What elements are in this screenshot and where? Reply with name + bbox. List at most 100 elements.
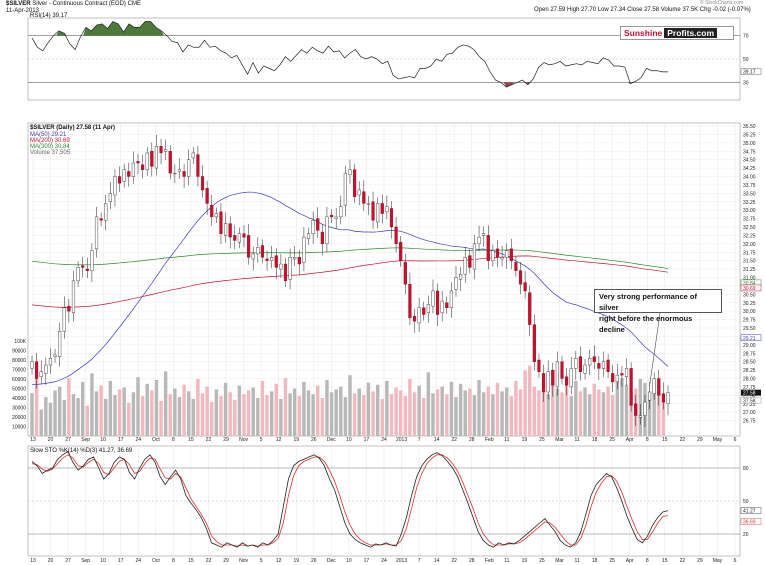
candle-body [279,263,283,270]
candle-body [606,359,610,372]
volume-bar [122,387,126,436]
candle-body [399,241,403,261]
volume-bar [481,392,486,436]
x-tick-label: Nov [239,437,248,443]
candle-body [67,305,71,312]
volume-bar [242,394,246,436]
volume-bar [237,385,242,436]
x-tick-label-bottom: 24 [381,558,387,564]
x-tick-label-bottom: 25 [539,558,545,564]
candle-body [35,361,39,379]
x-tick-label-bottom: 8 [646,558,649,564]
volume-tick-label: 10000 [12,425,26,431]
credit-text: © StockCharts.com [700,0,744,6]
volume-bar [477,379,481,436]
candle-body [454,277,458,290]
rsi-tick-label: 30 [743,80,749,86]
x-tick-label-bottom: 22 [451,558,457,564]
candle-body [366,203,371,205]
candle-body [320,231,324,245]
volume-bar [325,379,329,436]
x-tick-label: 25 [539,437,545,443]
candle-body [117,176,122,184]
x-tick-label: 24 [381,437,387,443]
x-tick-label-bottom: 24 [136,558,142,564]
volume-bar [108,380,113,436]
volume-bar [352,393,357,436]
x-tick-label: 17 [364,437,370,443]
x-tick-label: Sep [81,437,90,443]
price-tick-label: 32.50 [743,225,756,231]
candle-body [187,159,191,177]
volume-bar [85,405,90,436]
candle-body [131,162,135,177]
x-tick-label: 19 [293,437,299,443]
volume-bar [555,388,560,436]
candle-body [302,236,306,263]
candle-body [71,280,76,314]
sto-d-last-box [740,518,762,525]
candle-body [228,223,232,238]
candle-body [505,250,509,258]
sto-k-last-box [740,507,762,514]
volume-bar [256,398,260,436]
candle-body [408,284,412,319]
volume-bar [657,385,661,436]
sto-tick-label: 50 [743,499,749,505]
x-tick-label-bottom: 22 [680,558,686,564]
candle-body [127,171,131,177]
candle-body [200,176,205,191]
price-tick-label: 28.75 [743,351,756,357]
candle-body [514,262,518,271]
candle-body [661,393,665,403]
price-tick-label: 34.50 [743,158,756,164]
rsi-last-box [740,68,762,75]
candle-body [311,220,315,234]
volume-bar [551,379,555,436]
x-tick-label: 22 [206,437,212,443]
candle-body [62,307,66,332]
candle-body [177,169,182,172]
candle-body [164,149,168,152]
candle-body [611,373,615,383]
sto-tick-label: 80 [743,466,749,472]
candle-body [647,391,652,401]
ma-last-box-1 [740,284,762,292]
x-tick-label-bottom: 14 [434,558,440,564]
x-tick-label-bottom: 28 [469,558,475,564]
x-tick-label-bottom: Nov [239,558,248,564]
volume-tick-label: 30000 [12,406,26,412]
volume-bar [357,388,361,436]
x-tick-label: Oct [152,437,160,443]
ma-last-box-2 [740,334,762,342]
candle-body [486,235,490,261]
price-tick-label: 29.00 [743,343,756,349]
volume-bar [251,387,255,436]
candle-body [274,255,278,268]
candle-body [173,172,177,175]
candle-body [652,378,656,394]
legend-ma50: MA(50) 29.21 [30,132,67,138]
volume-bar [606,386,610,436]
candle-body [81,265,85,268]
rsi-line [31,21,668,88]
volume-tick-label: 50000 [12,387,26,393]
volume-bar [94,391,99,436]
volume-bar [371,391,375,436]
volume-bar [30,393,34,436]
x-tick-label-bottom: 10 [346,558,352,564]
volume-bar [159,400,163,436]
candle-body [94,216,99,250]
volume-bar [39,409,43,436]
volume-bar [523,370,527,436]
volume-bar [458,383,463,436]
candle-body [191,152,195,159]
volume-tick-label: 20000 [12,415,26,421]
ma200-line [31,255,669,308]
candle-body [334,216,338,219]
volume-bar [362,395,366,436]
volume-bar [62,399,66,436]
volume-bar [610,395,615,436]
volume-bar [219,396,223,436]
price-tick-label: 28.50 [743,360,756,366]
